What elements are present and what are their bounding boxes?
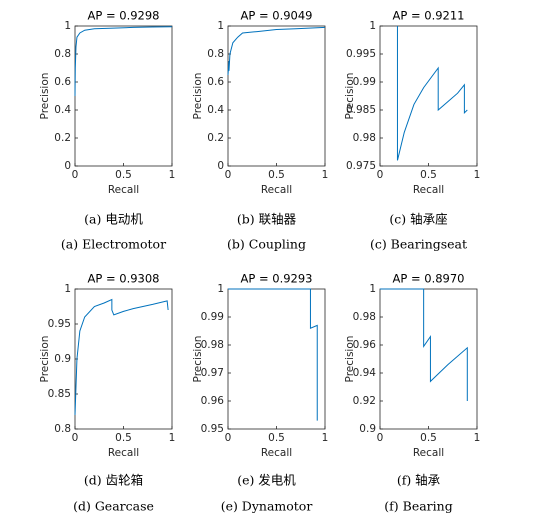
y-tick-label: 0 bbox=[64, 160, 71, 172]
pr-curve bbox=[228, 288, 318, 421]
y-tick-label: 0.97 bbox=[201, 367, 224, 379]
x-tick-label: 1 bbox=[322, 169, 329, 181]
x-tick-label: 0 bbox=[377, 169, 384, 181]
axes-box bbox=[74, 288, 173, 430]
y-tick-label: 1 bbox=[64, 283, 71, 295]
x-tick-label: 1 bbox=[322, 432, 329, 444]
chart-title: AP = 0.9298 bbox=[88, 9, 160, 23]
y-axis-label: Precision bbox=[192, 336, 204, 383]
x-tick-label: 0.5 bbox=[268, 169, 285, 181]
caption-en: (f) Bearing bbox=[384, 499, 452, 514]
x-tick-label: 0 bbox=[225, 432, 232, 444]
axes-box bbox=[379, 25, 478, 167]
x-tick-label: 0.5 bbox=[115, 169, 132, 181]
caption-zh: (b) 联轴器 bbox=[237, 212, 297, 227]
x-tick-label: 0 bbox=[72, 432, 79, 444]
y-axis-label: Precision bbox=[39, 73, 51, 120]
y-tick-label: 1 bbox=[217, 283, 224, 295]
x-tick-label: 1 bbox=[474, 169, 481, 181]
y-tick-label: 0.96 bbox=[201, 395, 225, 407]
y-tick-label: 0.95 bbox=[201, 423, 224, 435]
y-tick-label: 0.995 bbox=[346, 48, 376, 60]
caption-en: (d) Gearcase bbox=[73, 499, 154, 514]
y-tick-label: 0.98 bbox=[353, 311, 376, 323]
y-tick-label: 0.4 bbox=[207, 104, 224, 116]
y-tick-label: 0.6 bbox=[54, 76, 71, 88]
chart-title: AP = 0.9049 bbox=[241, 9, 313, 23]
chart-title: AP = 0.9308 bbox=[88, 272, 160, 286]
y-tick-label: 0.9 bbox=[54, 353, 71, 365]
y-tick-label: 0.8 bbox=[54, 423, 71, 435]
y-tick-label: 0.98 bbox=[353, 132, 376, 144]
y-tick-label: 0.94 bbox=[353, 367, 377, 379]
chart-title: AP = 0.9211 bbox=[393, 9, 465, 23]
y-tick-label: 0.92 bbox=[353, 395, 376, 407]
y-axis-label: Precision bbox=[344, 336, 356, 383]
x-tick-label: 0 bbox=[377, 432, 384, 444]
y-tick-label: 0.6 bbox=[207, 76, 224, 88]
y-tick-label: 0.96 bbox=[353, 339, 377, 351]
x-tick-label: 1 bbox=[474, 432, 481, 444]
pr-curve bbox=[380, 288, 468, 401]
pr-curve bbox=[74, 26, 173, 97]
y-tick-label: 0.985 bbox=[346, 104, 376, 116]
y-tick-label: 1 bbox=[217, 20, 224, 32]
y-tick-label: 0.2 bbox=[54, 132, 71, 144]
y-tick-label: 0.99 bbox=[201, 311, 224, 323]
y-tick-label: 1 bbox=[64, 20, 71, 32]
caption-zh: (d) 齿轮箱 bbox=[84, 473, 143, 488]
y-axis-label: Precision bbox=[192, 73, 204, 120]
chart-title: AP = 0.8970 bbox=[393, 272, 465, 286]
pr-curve bbox=[74, 298, 169, 416]
y-tick-label: 0 bbox=[217, 160, 224, 172]
x-tick-label: 1 bbox=[169, 169, 176, 181]
y-tick-label: 0.8 bbox=[54, 48, 71, 60]
caption-en: (e) Dynamotor bbox=[221, 499, 313, 514]
caption-zh: (e) 发电机 bbox=[237, 473, 296, 488]
pr-curve bbox=[227, 26, 326, 76]
x-tick-label: 1 bbox=[169, 432, 176, 444]
x-tick-label: 0.5 bbox=[115, 432, 132, 444]
pr-curve bbox=[396, 26, 468, 161]
y-tick-label: 0.4 bbox=[54, 104, 71, 116]
axes-box bbox=[74, 25, 173, 167]
caption-en: (b) Coupling bbox=[227, 237, 306, 252]
x-axis-label: Recall bbox=[261, 184, 292, 196]
y-tick-label: 0.2 bbox=[207, 132, 224, 144]
y-tick-label: 0.95 bbox=[48, 318, 71, 330]
y-axis-label: Precision bbox=[344, 73, 356, 120]
caption-zh: (a) 电动机 bbox=[84, 212, 143, 227]
chart-title: AP = 0.9293 bbox=[241, 272, 313, 286]
x-tick-label: 0.5 bbox=[268, 432, 285, 444]
x-axis-label: Recall bbox=[108, 447, 139, 459]
x-axis-label: Recall bbox=[413, 447, 444, 459]
x-tick-label: 0.5 bbox=[420, 432, 437, 444]
y-tick-label: 1 bbox=[369, 20, 376, 32]
y-tick-label: 0.85 bbox=[48, 388, 71, 400]
y-tick-label: 0.98 bbox=[201, 339, 224, 351]
axes-box bbox=[227, 25, 326, 167]
y-axis-label: Precision bbox=[39, 336, 51, 383]
y-tick-label: 1 bbox=[369, 283, 376, 295]
caption-zh: (c) 轴承座 bbox=[389, 212, 447, 227]
y-tick-label: 0.975 bbox=[346, 160, 376, 172]
y-tick-label: 0.9 bbox=[359, 423, 376, 435]
caption-zh: (f) 轴承 bbox=[397, 473, 441, 488]
x-tick-label: 0.5 bbox=[420, 169, 437, 181]
axes-box bbox=[379, 288, 478, 430]
x-tick-label: 0 bbox=[72, 169, 79, 181]
x-axis-label: Recall bbox=[413, 184, 444, 196]
y-tick-label: 0.99 bbox=[353, 76, 376, 88]
caption-en: (a) Electromotor bbox=[61, 237, 166, 252]
x-axis-label: Recall bbox=[261, 447, 292, 459]
x-tick-label: 0 bbox=[225, 169, 232, 181]
x-axis-label: Recall bbox=[108, 184, 139, 196]
caption-en: (c) Bearingseat bbox=[370, 237, 467, 252]
y-tick-label: 0.8 bbox=[207, 48, 224, 60]
